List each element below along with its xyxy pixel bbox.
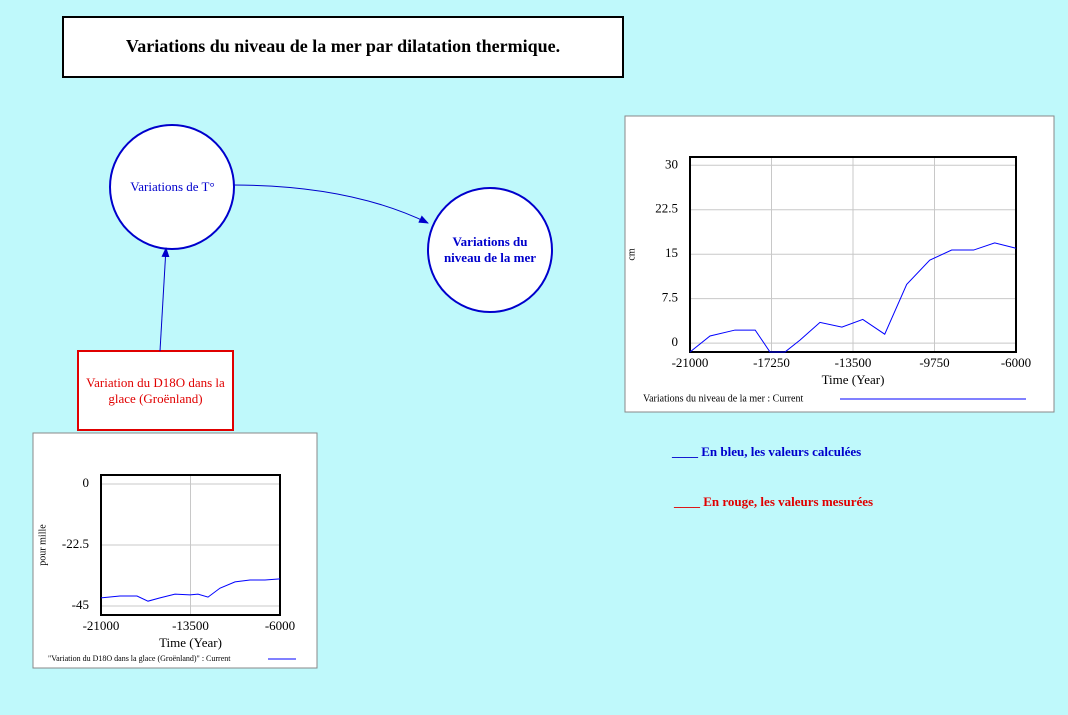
y-tick-label: 0: [672, 334, 679, 349]
chart-panel: [32, 432, 318, 669]
node-circle: [109, 124, 235, 250]
node-circle: [427, 187, 553, 313]
note: ____ En bleu, les valeurs calculées: [671, 444, 861, 459]
legend-label: Variations du niveau de la mer : Current: [643, 393, 803, 404]
x-axis-label: Time (Year): [159, 635, 222, 650]
arrow: [159, 247, 170, 352]
title: Variations du niveau de la mer par dilat…: [126, 36, 560, 56]
plot-frame: [689, 156, 1017, 353]
series-line: [100, 578, 281, 602]
x-tick-label: -21000: [83, 618, 120, 633]
y-tick-label: -22.5: [62, 536, 89, 551]
y-tick-label: 7.5: [662, 290, 678, 305]
x-tick-label: -6000: [265, 618, 295, 633]
x-tick-label: -13500: [835, 355, 872, 370]
x-tick-label: -21000: [672, 355, 709, 370]
x-tick-label: -17250: [753, 355, 790, 370]
y-tick-label: 15: [665, 245, 678, 260]
x-tick-label: -6000: [1001, 355, 1031, 370]
y-tick-label: -45: [72, 597, 89, 612]
node-label: Variations du niveau de la mer: [443, 234, 537, 265]
y-tick-label: 0: [83, 475, 90, 490]
y-axis-label: cm: [626, 248, 637, 260]
plot-frame: [100, 474, 281, 616]
note: ____ En rouge, les valeurs mesurées: [673, 494, 873, 509]
node-label: Variations de T°: [130, 179, 215, 194]
x-tick-label: -13500: [172, 618, 209, 633]
node-label: Variation du D18O dans la glace (Groënla…: [86, 374, 225, 406]
arrow: [232, 184, 429, 224]
x-axis-label: Time (Year): [822, 372, 885, 387]
y-tick-label: 22.5: [655, 201, 678, 216]
series-line: [689, 242, 1017, 353]
y-tick-label: 30: [665, 156, 678, 171]
node-box: [77, 350, 234, 431]
y-axis-label: pour mille: [37, 524, 48, 566]
legend-label: "Variation du D18O dans la glace (Groënl…: [48, 654, 231, 663]
x-tick-label: -9750: [919, 355, 949, 370]
title-box: [62, 16, 624, 78]
